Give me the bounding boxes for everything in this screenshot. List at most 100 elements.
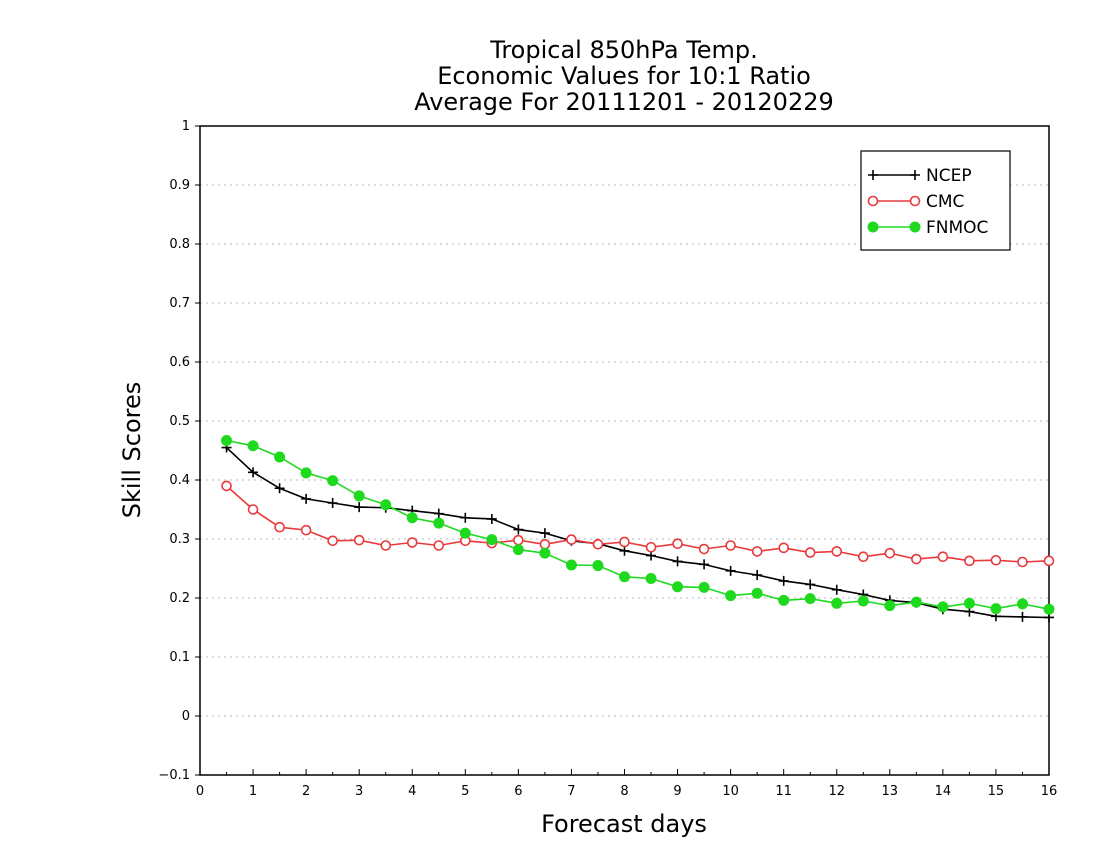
point-cmc: [778, 542, 789, 554]
series-line-cmc: [225, 485, 1050, 563]
point-fnmoc: [645, 573, 657, 585]
y-tick-label: −0.1: [158, 768, 190, 783]
point-cmc: [751, 546, 763, 557]
x-tick-label: 4: [408, 784, 416, 799]
x-tick-label: 14: [935, 784, 952, 799]
legend-marker-cmc: [867, 195, 879, 207]
series-layer: [221, 434, 1055, 623]
x-tick-label: 5: [461, 784, 469, 799]
point-ncep: [619, 545, 630, 556]
y-tick-label: 0: [182, 709, 190, 724]
point-fnmoc: [380, 499, 392, 511]
x-tick-label: 0: [196, 784, 204, 799]
x-axis-label: Forecast days: [541, 810, 707, 838]
point-fnmoc: [672, 581, 684, 593]
point-fnmoc: [698, 581, 710, 593]
series-fnmoc: [221, 434, 1055, 615]
point-fnmoc: [433, 517, 445, 529]
point-cmc: [911, 553, 922, 565]
point-ncep: [433, 508, 444, 519]
point-fnmoc: [406, 512, 418, 524]
legend-marker-cmc: [909, 195, 921, 207]
point-cmc: [406, 537, 418, 548]
point-cmc: [937, 551, 949, 563]
y-tick-label: 1: [182, 119, 190, 134]
x-tick-label: 1: [249, 784, 257, 799]
point-cmc: [274, 521, 285, 533]
point-ncep: [513, 524, 524, 535]
gridlines: [200, 184, 1049, 717]
point-cmc: [539, 539, 551, 550]
point-cmc: [300, 524, 312, 536]
point-fnmoc: [539, 547, 551, 559]
point-fnmoc: [804, 593, 816, 605]
x-tick-label: 6: [514, 784, 522, 799]
y-tick-label: 0.3: [169, 532, 190, 547]
x-tick-label: 2: [302, 784, 310, 799]
legend: NCEP CMC FNMOC: [860, 150, 1011, 251]
point-ncep: [486, 513, 497, 524]
y-tick-label: 0.6: [169, 355, 190, 370]
legend-label-fnmoc: FNMOC: [926, 218, 988, 238]
point-fnmoc: [963, 597, 975, 609]
point-fnmoc: [459, 527, 471, 539]
y-tick-label: 0.8: [169, 237, 190, 252]
point-cmc: [1043, 555, 1055, 567]
point-fnmoc: [274, 451, 286, 463]
point-fnmoc: [512, 544, 524, 556]
point-ncep: [672, 556, 683, 567]
point-ncep: [248, 467, 259, 478]
point-fnmoc: [486, 534, 498, 546]
y-tick-label: 0.4: [169, 473, 190, 488]
point-fnmoc: [565, 559, 577, 571]
point-fnmoc: [857, 595, 869, 607]
x-tick-label: 3: [355, 784, 363, 799]
point-cmc: [513, 534, 524, 546]
point-ncep: [699, 559, 710, 570]
point-cmc: [221, 480, 232, 492]
legend-marker-fnmoc: [867, 221, 879, 233]
y-tick-label: 0.2: [169, 591, 190, 606]
point-ncep: [327, 498, 338, 509]
point-fnmoc: [247, 440, 259, 452]
y-tick-label: 0.7: [169, 296, 190, 311]
point-fnmoc: [725, 590, 737, 602]
point-fnmoc: [778, 594, 790, 606]
point-cmc: [619, 536, 630, 548]
point-cmc: [857, 551, 869, 563]
point-ncep: [460, 512, 471, 523]
title-line-1: Tropical 850hPa Temp.: [489, 36, 758, 64]
point-cmc: [353, 534, 365, 546]
series-line-fnmoc: [226, 439, 1050, 610]
point-cmc: [990, 554, 1002, 566]
point-cmc: [380, 540, 392, 551]
legend-label-cmc: CMC: [926, 192, 964, 212]
x-tick-label: 9: [673, 784, 681, 799]
legend-item-ncep: NCEP: [868, 166, 972, 186]
y-tick-label: 0.5: [169, 414, 190, 429]
legend-marker-ncep: [868, 170, 878, 180]
title-line-3: Average For 20111201 - 20120229: [414, 88, 834, 116]
point-cmc: [884, 547, 896, 559]
point-ncep: [539, 528, 550, 539]
legend-marker-fnmoc: [909, 221, 921, 233]
point-cmc: [433, 540, 445, 551]
point-ncep: [805, 579, 816, 590]
point-ncep: [301, 493, 312, 504]
legend-item-fnmoc: FNMOC: [867, 218, 988, 238]
point-cmc: [672, 538, 683, 550]
point-fnmoc: [1043, 603, 1055, 615]
x-tick-label: 10: [722, 784, 739, 799]
point-cmc: [247, 504, 259, 515]
legend-label-ncep: NCEP: [926, 166, 972, 186]
point-ncep: [274, 483, 285, 494]
chart-title: Tropical 850hPa Temp. Economic Values fo…: [414, 36, 834, 116]
point-fnmoc: [937, 601, 949, 613]
point-fnmoc: [221, 434, 233, 446]
point-cmc: [645, 541, 657, 553]
point-cmc: [725, 540, 736, 551]
point-ncep: [752, 569, 763, 580]
point-fnmoc: [751, 587, 763, 599]
point-fnmoc: [1016, 598, 1028, 610]
